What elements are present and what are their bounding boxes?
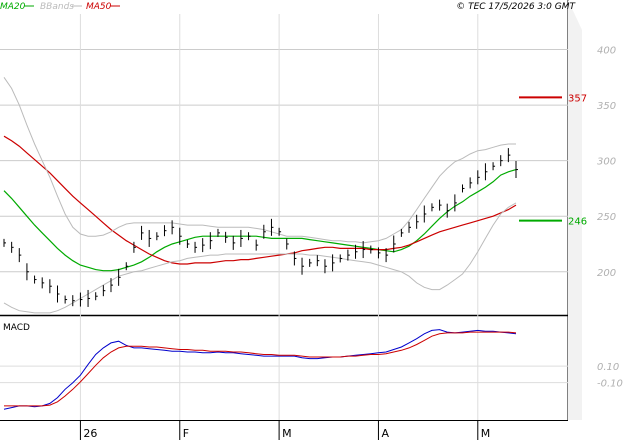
price-marker-label: 246 <box>568 217 587 228</box>
x-axis: 26 F M A M <box>79 420 491 440</box>
price-marker-label: 357 <box>568 93 587 104</box>
copyright-text: © TEC 17/5/2026 3:0 GMT <box>456 2 576 12</box>
legend: MA20 BBands MA50 <box>0 2 120 12</box>
macd-line <box>3 329 517 410</box>
x-tick-label: M <box>481 427 491 440</box>
x-tick-label: F <box>183 427 189 440</box>
legend-bbands-label: BBands <box>40 2 74 12</box>
price-grid <box>0 14 568 420</box>
macd-tick-label: 0.10 <box>597 362 619 373</box>
axis-depth-strip <box>568 0 582 420</box>
macd-title: MACD <box>3 323 30 333</box>
macd-series <box>3 329 517 410</box>
legend-ma50-label: MA50 <box>86 2 112 12</box>
ma20-line <box>3 169 517 272</box>
signal-line <box>4 331 517 407</box>
price-tick-label: 350 <box>597 101 616 112</box>
ma50-line <box>3 135 517 265</box>
price-series <box>3 77 518 314</box>
x-tick-label: M <box>282 427 292 440</box>
y-axis: 400 350 300 250 200 0.10 -0.10 <box>597 46 623 390</box>
price-tick-label: 200 <box>597 268 616 279</box>
bbands-line <box>3 77 516 244</box>
x-tick-label: A <box>381 427 389 440</box>
macd-tick-label: -0.10 <box>597 379 623 390</box>
price-labels: 357 246 <box>519 93 587 228</box>
price-tick-label: 400 <box>597 46 616 57</box>
price-tick-label: 250 <box>597 212 616 223</box>
price-tick-label: 300 <box>597 157 616 168</box>
legend-ma20-label: MA20 <box>0 2 26 12</box>
bbands-line <box>3 202 517 314</box>
x-tick-label: 26 <box>83 427 97 440</box>
